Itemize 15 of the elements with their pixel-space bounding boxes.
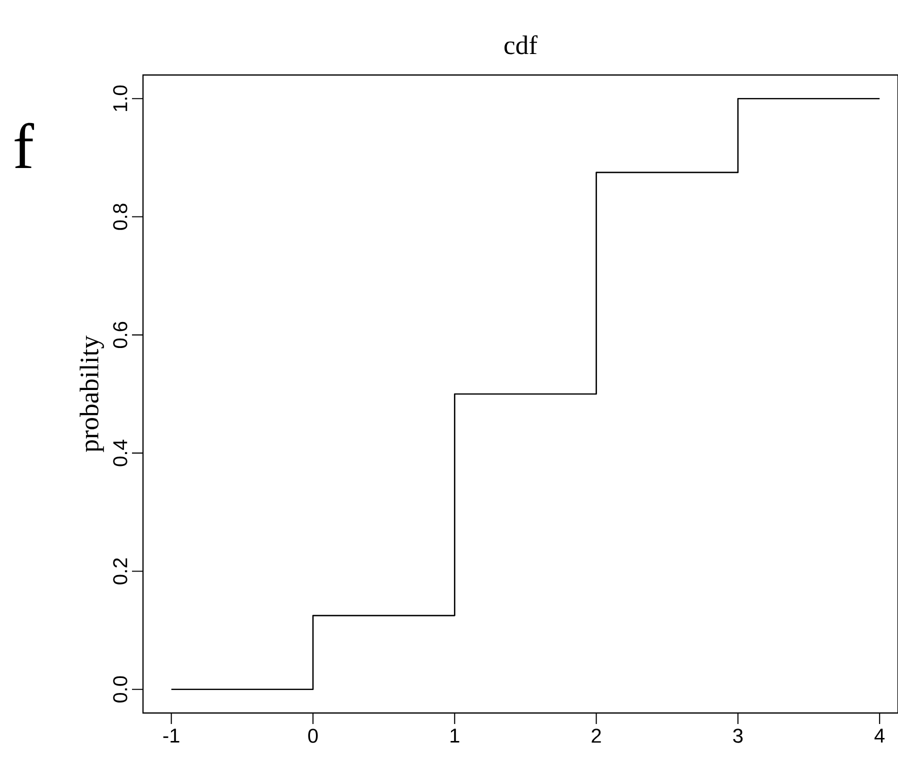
y-tick-label: 0.4: [113, 440, 128, 466]
x-tick-label: 3: [733, 728, 743, 743]
y-tick-label: 0.8: [113, 204, 128, 230]
text: f: [14, 122, 34, 168]
y-tick-label: 0.2: [113, 558, 128, 584]
y-tick-label: 0.6: [113, 322, 128, 348]
x-tick-label: 0: [308, 728, 318, 743]
x-tick-label: -1: [163, 728, 180, 742]
x-tick-label: 1: [450, 728, 460, 742]
x-tick-label: 2: [592, 728, 601, 743]
x-tick-label: 4: [874, 728, 885, 742]
chart-title: cdf: [504, 35, 538, 54]
y-tick-label: 1.0: [113, 86, 128, 111]
y-tick-label: 0.0: [113, 676, 128, 702]
y-axis-title: probability: [80, 336, 104, 452]
